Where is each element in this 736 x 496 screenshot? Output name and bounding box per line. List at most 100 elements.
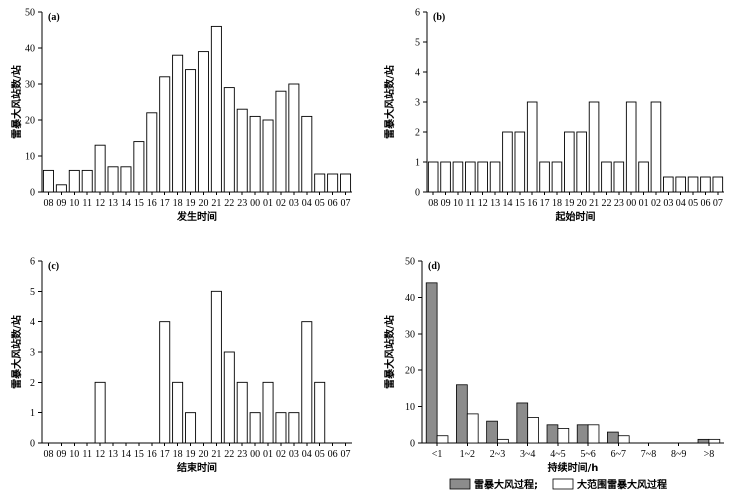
- bar-series-1: [486, 420, 498, 444]
- bar-series-1: [697, 438, 710, 444]
- bar: [700, 176, 711, 193]
- bar: [288, 83, 300, 193]
- x-tick-label: 03: [289, 449, 299, 460]
- x-tick-label: 02: [276, 198, 286, 209]
- y-tick-label: 3: [415, 98, 420, 109]
- x-tick-label: 4~5: [550, 449, 565, 460]
- legend-label-series1: 雷暴大风过程;: [474, 478, 538, 491]
- x-tick-label: 01: [263, 198, 273, 209]
- x-tick-label: 04: [676, 198, 686, 209]
- x-tick-label: 11: [82, 198, 92, 209]
- x-tick-label: 00: [250, 198, 260, 209]
- x-axis-label: 起始时间: [555, 210, 596, 223]
- bar: [185, 412, 197, 444]
- x-tick-label: 20: [198, 198, 208, 209]
- bar: [275, 412, 287, 444]
- panel-label: (a): [48, 12, 60, 23]
- x-tick-label: 17: [540, 198, 550, 209]
- x-tick-label: 04: [302, 198, 312, 209]
- y-tick-label: 3: [30, 348, 35, 359]
- bar-series-1: [546, 424, 559, 444]
- x-tick-label: 15: [134, 449, 144, 460]
- x-tick-label: 06: [328, 198, 338, 209]
- x-tick-label: 23: [614, 198, 624, 209]
- x-axis-label: 发生时间: [176, 210, 217, 223]
- x-tick-label: 22: [601, 198, 611, 209]
- bar: [502, 131, 513, 193]
- bar: [223, 351, 235, 444]
- bar: [526, 101, 538, 193]
- x-tick-label: 11: [82, 449, 92, 460]
- y-tick-label: 2: [415, 128, 420, 139]
- x-tick-label: 14: [502, 198, 512, 209]
- x-tick-label: 13: [490, 198, 500, 209]
- y-tick-label: 20: [25, 116, 35, 127]
- x-tick-label: 16: [147, 198, 157, 209]
- x-tick-label: 23: [237, 449, 247, 460]
- x-tick-label: 08: [43, 449, 53, 460]
- bar: [94, 381, 106, 444]
- bar-series-1: [576, 424, 589, 444]
- x-tick-label: 16: [147, 449, 157, 460]
- x-tick-label: 02: [651, 198, 661, 209]
- y-axis-label: 雷暴大风站数/站: [383, 315, 396, 389]
- x-tick-label: 02: [276, 449, 286, 460]
- x-tick-label: 13: [108, 449, 118, 460]
- x-tick-label: 12: [478, 198, 488, 209]
- bar: [514, 131, 526, 193]
- x-tick-label: 12: [95, 198, 105, 209]
- x-tick-label: 09: [56, 198, 66, 209]
- y-tick-label: 0: [415, 188, 420, 199]
- x-tick-label: 10: [69, 198, 79, 209]
- y-tick-label: 5: [415, 38, 420, 49]
- bar: [675, 176, 686, 193]
- bar: [146, 112, 158, 193]
- x-tick-label: 6~7: [611, 449, 626, 460]
- x-axis-label: 持续时间/h: [548, 461, 599, 474]
- bar: [539, 161, 550, 193]
- y-tick-label: 40: [405, 293, 415, 304]
- y-tick-label: 50: [25, 8, 35, 19]
- x-tick-label: 10: [69, 449, 79, 460]
- x-tick-label: 5~6: [580, 449, 595, 460]
- y-tick-label: 2: [30, 378, 35, 389]
- bar: [249, 115, 261, 193]
- x-tick-label: 19: [186, 449, 196, 460]
- x-tick-label: 15: [515, 198, 525, 209]
- bar: [601, 161, 612, 193]
- x-tick-label: 21: [589, 198, 599, 209]
- bar-series-2: [708, 438, 721, 444]
- y-tick-label: 20: [405, 366, 415, 377]
- bar: [477, 161, 488, 193]
- bar-series-1: [607, 431, 619, 444]
- y-tick-label: 40: [25, 44, 35, 55]
- x-tick-label: 08: [428, 198, 438, 209]
- bar: [42, 169, 54, 193]
- y-axis-label: 雷暴大风站数/站: [10, 65, 23, 139]
- x-tick-label: 1~2: [460, 449, 475, 460]
- x-tick-label: 00: [626, 198, 636, 209]
- x-tick-label: 17: [160, 449, 170, 460]
- bar: [440, 161, 451, 193]
- x-tick-label: 13: [108, 198, 118, 209]
- bar: [107, 166, 119, 193]
- y-tick-label: 10: [25, 152, 35, 163]
- bar: [687, 176, 699, 193]
- bar: [275, 90, 287, 193]
- x-tick-label: 23: [237, 198, 247, 209]
- bar: [663, 176, 674, 193]
- bar: [159, 321, 171, 444]
- bar: [55, 184, 67, 193]
- bar: [185, 69, 197, 193]
- x-tick-label: 7~8: [641, 449, 656, 460]
- bar: [314, 173, 326, 193]
- x-tick-label: 09: [56, 449, 66, 460]
- x-tick-label: 10: [453, 198, 463, 209]
- x-tick-label: 15: [134, 198, 144, 209]
- y-tick-label: 4: [415, 68, 420, 79]
- x-tick-label: 21: [211, 198, 221, 209]
- legend-label-series2: 大范围雷暴大风过程: [577, 478, 667, 491]
- legend-swatch-series1: [449, 478, 471, 490]
